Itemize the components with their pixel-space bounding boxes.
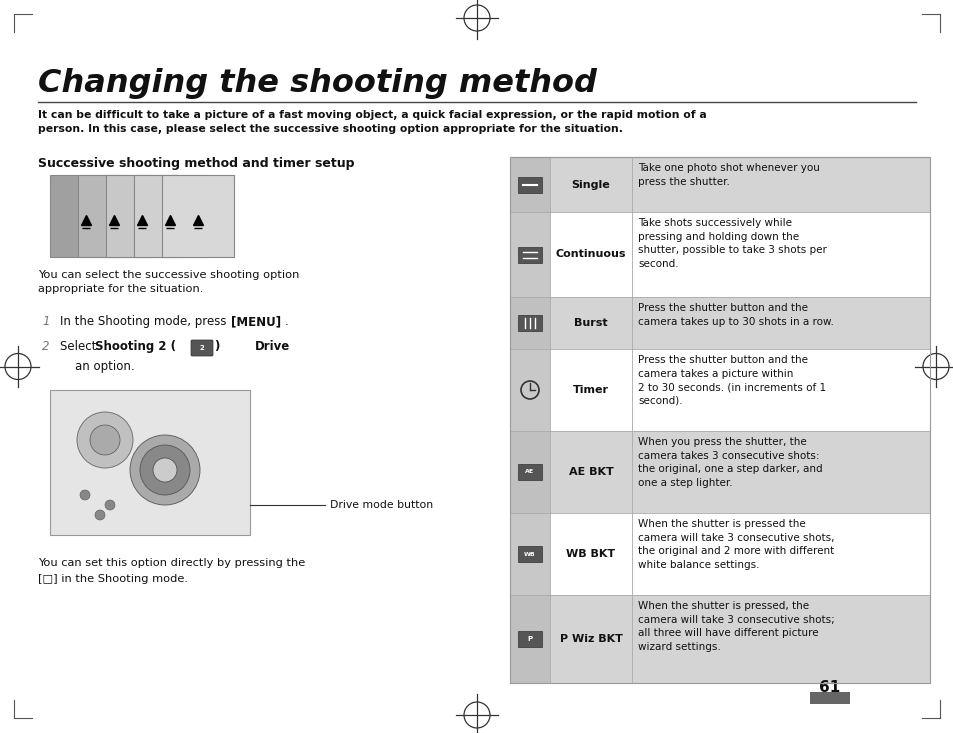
Text: Take shots successively while
pressing and holding down the
shutter, possible to: Take shots successively while pressing a… — [638, 218, 826, 269]
Text: Drive: Drive — [254, 340, 290, 353]
Text: AE: AE — [525, 470, 534, 474]
Bar — [510, 212, 929, 297]
Bar — [50, 390, 250, 535]
Bar — [510, 212, 550, 297]
Circle shape — [90, 425, 120, 455]
Bar — [510, 349, 550, 431]
Bar — [510, 513, 929, 595]
Bar — [510, 349, 929, 431]
Text: Take one photo shot whenever you
press the shutter.: Take one photo shot whenever you press t… — [638, 163, 819, 187]
Bar — [510, 157, 550, 212]
Text: Continuous: Continuous — [556, 249, 625, 259]
Bar — [133, 175, 206, 257]
Text: 2: 2 — [199, 345, 204, 351]
FancyBboxPatch shape — [517, 246, 541, 262]
Bar — [510, 431, 550, 513]
Bar — [510, 297, 550, 349]
Bar — [809, 692, 849, 704]
Text: .: . — [285, 315, 289, 328]
Circle shape — [140, 445, 190, 495]
Text: Press the shutter button and the
camera takes up to 30 shots in a row.: Press the shutter button and the camera … — [638, 303, 833, 327]
FancyBboxPatch shape — [517, 546, 541, 562]
Text: Press the shutter button and the
camera takes a picture within
2 to 30 seconds. : Press the shutter button and the camera … — [638, 355, 825, 406]
Circle shape — [105, 500, 115, 510]
Text: You can select the successive shooting option
appropriate for the situation.: You can select the successive shooting o… — [38, 270, 299, 294]
Bar — [162, 175, 233, 257]
Bar — [510, 297, 929, 349]
Text: [MENU]: [MENU] — [231, 315, 281, 328]
Text: Burst: Burst — [574, 318, 607, 328]
Text: In the Shooting mode, press: In the Shooting mode, press — [60, 315, 230, 328]
Bar — [106, 175, 178, 257]
Text: Single: Single — [571, 180, 610, 190]
FancyBboxPatch shape — [191, 340, 213, 356]
Text: Changing the shooting method: Changing the shooting method — [38, 68, 597, 99]
Bar — [510, 157, 929, 683]
Text: When you press the shutter, the
camera takes 3 consecutive shots:
the original, : When you press the shutter, the camera t… — [638, 437, 821, 487]
Bar — [510, 595, 929, 683]
Text: 2: 2 — [42, 340, 50, 353]
Text: an option.: an option. — [75, 360, 134, 373]
Text: [□] in the Shooting mode.: [□] in the Shooting mode. — [38, 574, 188, 584]
Bar — [510, 513, 550, 595]
FancyBboxPatch shape — [517, 177, 541, 193]
Circle shape — [130, 435, 200, 505]
Text: P: P — [527, 636, 532, 642]
Circle shape — [152, 458, 177, 482]
Text: Timer: Timer — [573, 385, 608, 395]
Text: 1: 1 — [42, 315, 50, 328]
Text: It can be difficult to take a picture of a fast moving object, a quick facial ex: It can be difficult to take a picture of… — [38, 110, 706, 134]
Circle shape — [95, 510, 105, 520]
Text: ): ) — [214, 340, 241, 353]
Text: Shooting 2 (: Shooting 2 ( — [95, 340, 175, 353]
Text: WB BKT: WB BKT — [566, 549, 615, 559]
Text: When the shutter is pressed, the
camera will take 3 consecutive shots;
all three: When the shutter is pressed, the camera … — [638, 601, 834, 652]
Circle shape — [77, 412, 132, 468]
Text: Select: Select — [60, 340, 100, 353]
Bar — [510, 431, 929, 513]
Text: You can set this option directly by pressing the: You can set this option directly by pres… — [38, 558, 305, 568]
Bar — [510, 157, 929, 212]
Text: When the shutter is pressed the
camera will take 3 consecutive shots,
the origin: When the shutter is pressed the camera w… — [638, 519, 834, 570]
Bar — [510, 595, 550, 683]
Bar — [78, 175, 150, 257]
Text: Successive shooting method and timer setup: Successive shooting method and timer set… — [38, 157, 355, 170]
Text: P Wiz BKT: P Wiz BKT — [559, 634, 621, 644]
FancyBboxPatch shape — [517, 464, 541, 480]
Text: AE BKT: AE BKT — [568, 467, 613, 477]
FancyBboxPatch shape — [517, 631, 541, 647]
FancyBboxPatch shape — [517, 315, 541, 331]
Text: Drive mode button: Drive mode button — [330, 500, 433, 510]
Bar — [50, 175, 122, 257]
Circle shape — [80, 490, 90, 500]
Text: WB: WB — [523, 551, 536, 556]
Text: 61: 61 — [819, 680, 840, 695]
